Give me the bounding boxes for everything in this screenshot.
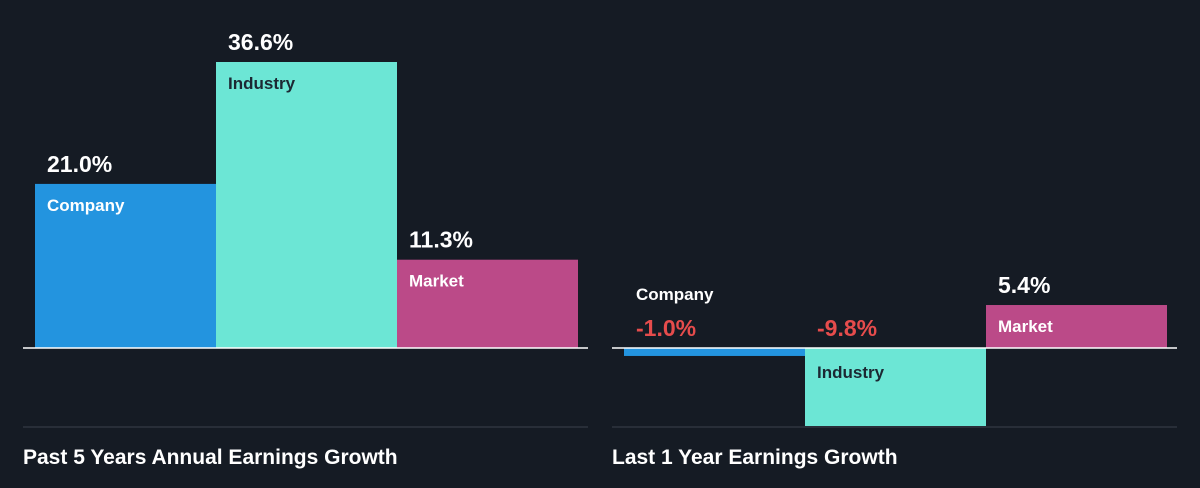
value-label: 11.3% [409, 227, 473, 253]
panel-title: Past 5 Years Annual Earnings Growth [23, 446, 398, 469]
category-label: Market [998, 317, 1053, 336]
past-5-years-panel: Past 5 Years Annual Earnings Growth 21.0… [23, 29, 588, 469]
value-label: 5.4% [998, 272, 1050, 298]
category-label: Company [47, 196, 125, 215]
category-label: Industry [817, 363, 885, 382]
category-label: Market [409, 272, 464, 291]
last-1-year-panel: Last 1 Year Earnings Growth -1.0% Company… [612, 272, 1177, 469]
value-label: -9.8% [817, 315, 877, 341]
bar-market [986, 305, 1167, 348]
value-label: 36.6% [228, 29, 293, 55]
category-label: Industry [228, 74, 296, 93]
bar-industry [805, 348, 986, 426]
value-label: 21.0% [47, 151, 112, 177]
value-label: -1.0% [636, 315, 696, 341]
bar-company [35, 183, 216, 348]
category-label: Company [636, 285, 714, 304]
bar-market [397, 259, 578, 348]
bar-company [624, 348, 805, 356]
panel-title: Last 1 Year Earnings Growth [612, 446, 898, 469]
bar-industry [216, 62, 397, 348]
